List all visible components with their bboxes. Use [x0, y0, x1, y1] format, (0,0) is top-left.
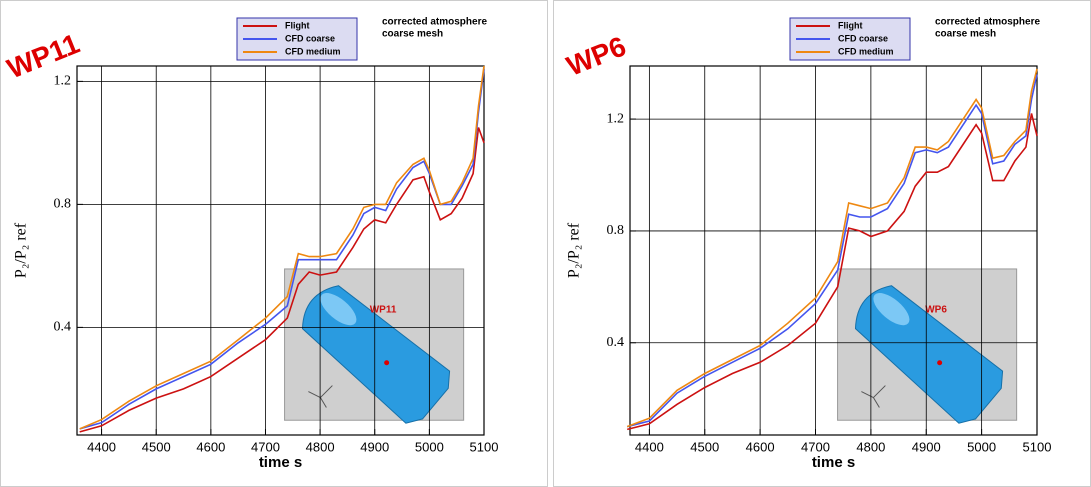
annotation: coarse mesh [935, 29, 996, 40]
inset-label: WP11 [370, 304, 397, 315]
chart-panel: WP11 4400 4500 4600 4700 4800 4900 5000 5100 0.4 0… [1, 1, 548, 487]
legend-label: CFD coarse [838, 33, 888, 43]
y-axis-label: P₂/P₂ ref [13, 222, 30, 278]
x-tick-label: 4800 [306, 439, 335, 454]
y-tick-label: 0.4 [607, 335, 625, 350]
x-tick-label: 4900 [360, 439, 389, 454]
y-tick-label: 0.4 [54, 320, 72, 335]
legend-label: CFD medium [285, 46, 341, 56]
x-tick-label: 4600 [196, 439, 225, 454]
x-tick-label: 5100 [470, 439, 499, 454]
x-tick-label: 4700 [801, 439, 830, 454]
x-tick-label: 4600 [746, 439, 775, 454]
x-axis-label: time s [812, 454, 855, 471]
x-tick-label: 4400 [87, 439, 116, 454]
y-tick-label: 1.2 [607, 111, 625, 126]
legend-label: CFD medium [838, 46, 894, 56]
y-tick-label: 1.2 [54, 74, 72, 89]
annotation: coarse mesh [382, 29, 443, 40]
x-tick-label: 4400 [635, 439, 664, 454]
sensor-point [384, 360, 389, 365]
legend-label: Flight [285, 20, 310, 30]
x-tick-label: 5000 [967, 439, 996, 454]
annotation: corrected atmosphere [935, 17, 1040, 28]
y-tick-label: 0.8 [607, 223, 625, 238]
page: WP11 4400 4500 4600 4700 4800 4900 5000 5100 0.4 0… [0, 0, 1091, 487]
sensor-point [937, 360, 942, 365]
x-axis-label: time s [259, 454, 302, 471]
x-tick-label: 5100 [1023, 439, 1052, 454]
x-tick-label: 4700 [251, 439, 280, 454]
legend-label: Flight [838, 20, 863, 30]
annotation: corrected atmosphere [382, 17, 487, 28]
x-tick-label: 5000 [415, 439, 444, 454]
x-tick-label: 4500 [142, 439, 171, 454]
x-tick-label: 4900 [912, 439, 941, 454]
y-axis-label: P₂/P₂ ref [566, 222, 583, 278]
legend-label: CFD coarse [285, 33, 335, 43]
x-tick-label: 4500 [690, 439, 719, 454]
panel-border [1, 1, 548, 487]
x-tick-label: 4800 [856, 439, 885, 454]
y-tick-label: 0.8 [54, 197, 72, 212]
inset-label: WP6 [925, 304, 947, 315]
chart-panel: WP6 4400 4500 4600 4700 4800 4900 5000 5100 0.4 0.… [554, 1, 1091, 487]
figure: WP11 4400 4500 4600 4700 4800 4900 5000 5100 0.4 0… [0, 0, 1091, 487]
